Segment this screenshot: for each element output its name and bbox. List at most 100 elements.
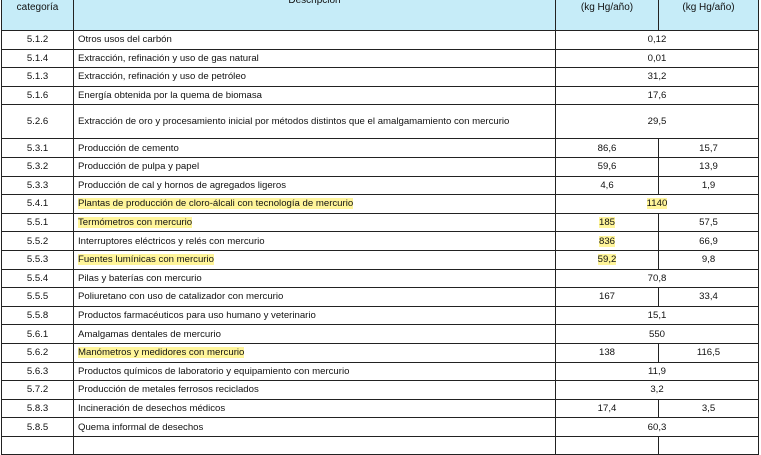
table-row: 5.1.4 Extracción, refinación y uso de gas…: [1, 48, 759, 69]
value2-cell-text: 9,8: [701, 254, 716, 266]
table-row: 5.1.2 Otros usos del carbón 0,12: [1, 30, 759, 50]
value1-cell-text: 4,6: [600, 179, 614, 191]
category-cell-text: 5.5.8: [26, 310, 49, 322]
category-cell-text: 5.4.1: [26, 198, 49, 210]
description-cell-text: Pilas y baterías con mercurio: [78, 272, 202, 284]
merged-value-cell-text: 550: [648, 328, 665, 340]
category-cell: 5.6.1: [1, 324, 74, 344]
category-cell-text: 5.6.3: [26, 365, 49, 377]
description-cell-text: Producción de pulpa y papel: [78, 161, 200, 173]
table-header: categoría Descripción (kg Hg/año) (kg Hg…: [1, 0, 759, 31]
merged-value-cell-text: 15,1: [647, 310, 667, 322]
category-cell: 5.5.3: [1, 249, 74, 270]
category-cell-text: 5.1.3: [26, 71, 49, 83]
table-row: 5.8.5 Quema informal de desechos 60,3: [1, 417, 759, 437]
table-row: 5.3.1 Producción de cemento 86,6 15,7: [1, 138, 759, 158]
value2-cell-text: 116,5: [696, 347, 721, 359]
table-row: 5.7.2 Producción de metales ferrosos reci…: [1, 380, 759, 400]
description-cell: Fuentes lumínicas con mercurio: [73, 249, 556, 270]
description-cell: Productos químicos de laboratorio y equi…: [73, 361, 556, 382]
value1-cell-text: 59,6: [597, 161, 617, 173]
merged-value-cell: 3,2: [555, 380, 759, 400]
table-row: 5.2.6 Extracción de oro y procesamiento i…: [1, 104, 759, 140]
description-cell-text: Termómetros con mercurio: [78, 217, 193, 229]
merged-value-cell: 70,8: [555, 268, 759, 289]
category-cell: 5.2.6: [1, 104, 74, 140]
table-row: 5.1.3 Extracción, refinación y uso de pet…: [1, 67, 759, 87]
category-cell-text: 5.6.1: [26, 328, 49, 340]
category-cell-text: 5.3.1: [26, 142, 49, 154]
merged-value-cell: 550: [555, 324, 759, 344]
merged-value-cell: 17,6: [555, 85, 759, 106]
description-cell-text: Productos farmacéuticos para uso humano …: [78, 310, 316, 322]
category-cell: 5.3.1: [1, 138, 74, 158]
merged-value-cell-text: 1140: [646, 198, 668, 210]
category-cell-text: 5.8.5: [26, 421, 49, 433]
category-cell: 5.3.2: [1, 156, 74, 177]
merged-value-cell-text: 3,2: [650, 384, 664, 396]
merged-value-cell: 31,2: [555, 67, 759, 87]
merged-value-cell-text: 29,5: [647, 115, 667, 127]
value2-cell-text: 13,9: [699, 161, 718, 173]
description-cell: Producción de pulpa y papel: [73, 156, 556, 177]
description-cell-text: Productos químicos de laboratorio y equi…: [78, 365, 350, 377]
category-cell-text: 5.5.2: [26, 235, 49, 247]
value2-cell-text: 3,5: [701, 402, 716, 414]
description-cell: Otros usos del carbón: [73, 30, 556, 50]
category-cell-text: 5.8.3: [26, 402, 49, 414]
merged-value-cell-text: 31,2: [647, 71, 667, 83]
description-cell-text: Extracción, refinación y uso de petróleo: [78, 71, 246, 83]
empty-cell: [658, 435, 759, 455]
category-cell-text: 5.5.1: [26, 217, 49, 229]
description-cell-text: Producción de cemento: [78, 142, 179, 154]
description-cell: Termómetros con mercurio: [73, 212, 556, 233]
merged-value-cell-text: 70,8: [647, 272, 667, 284]
description-cell-text: Fuentes lumínicas con mercurio: [78, 254, 214, 266]
header-value1: (kg Hg/año): [555, 0, 659, 31]
merged-value-cell: 11,9: [555, 361, 759, 382]
category-cell-text: 5.3.2: [26, 161, 49, 173]
category-cell: 5.7.2: [1, 380, 74, 400]
table-row: 5.4.1 Plantas de producción de cloro-álca…: [1, 194, 759, 214]
category-cell: 5.1.3: [1, 67, 74, 87]
description-cell: Plantas de producción de cloro-álcali co…: [73, 194, 556, 214]
merged-value-cell: 0,01: [555, 48, 759, 69]
description-cell: Incineración de desechos médicos: [73, 398, 556, 419]
table-row: 5.5.2 Interruptores eléctricos y relés co…: [1, 231, 759, 251]
table-row: 5.3.3 Producción de cal y hornos de agreg…: [1, 175, 759, 196]
value1-cell-text: 138: [598, 347, 615, 359]
value1-cell-text: 86,6: [597, 142, 617, 154]
category-cell-text: 5.7.2: [26, 384, 49, 396]
value1-cell-text: 59,2: [597, 254, 617, 266]
table-row: 5.6.1 Amalgamas dentales de mercurio 550: [1, 324, 759, 344]
description-cell-text: Manómetros y medidores con mercurio: [78, 347, 245, 359]
category-cell-text: 5.5.5: [26, 291, 49, 303]
value1-cell: 86,6: [555, 138, 659, 158]
description-cell: Manómetros y medidores con mercurio: [73, 342, 556, 363]
value1-cell-text: 167: [598, 291, 615, 303]
description-cell-text: Plantas de producción de cloro-álcali co…: [78, 198, 354, 210]
description-cell-text: Incineración de desechos médicos: [78, 402, 226, 414]
merged-value-cell: 1140: [555, 194, 759, 214]
description-cell-text: Otros usos del carbón: [78, 34, 172, 46]
description-cell: Extracción de oro y procesamiento inicia…: [73, 104, 556, 140]
merged-value-cell: 60,3: [555, 417, 759, 437]
category-cell-text: 5.1.6: [26, 90, 49, 102]
value2-cell: 33,4: [658, 287, 759, 307]
category-cell: 5.5.4: [1, 268, 74, 289]
table-row: 5.6.2 Manómetros y medidores con mercurio…: [1, 342, 759, 363]
description-cell-text: Extracción, refinación y uso de gas natu…: [78, 52, 259, 64]
category-cell: 5.6.2: [1, 342, 74, 363]
empty-cell: [73, 435, 556, 455]
value2-cell: 3,5: [658, 398, 759, 419]
description-cell: Quema informal de desechos: [73, 417, 556, 437]
value2-cell: 9,8: [658, 249, 759, 270]
category-cell-text: 5.2.6: [26, 115, 49, 127]
description-cell-text: Energía obtenida por la quema de biomasa: [78, 90, 263, 102]
category-cell: 5.1.6: [1, 85, 74, 106]
value2-cell-text: 66,9: [699, 235, 718, 247]
table-row: 5.1.6 Energía obtenida por la quema de bi…: [1, 85, 759, 106]
description-cell: Producción de cal y hornos de agregados …: [73, 175, 556, 196]
description-cell: Energía obtenida por la quema de biomasa: [73, 85, 556, 106]
